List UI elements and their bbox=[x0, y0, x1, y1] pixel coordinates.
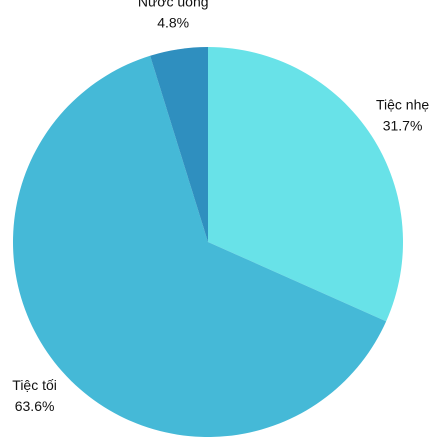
slice-value: 31.7% bbox=[383, 117, 423, 133]
slice-value: 63.6% bbox=[15, 398, 55, 414]
pie-slice bbox=[150, 47, 208, 242]
slice-label: Tiệc nhẹ bbox=[376, 96, 429, 112]
pie-slice bbox=[12, 55, 387, 437]
slice-value: 4.8% bbox=[157, 14, 189, 30]
slice-label: Tiệc tối bbox=[12, 377, 57, 393]
pie-slice bbox=[208, 47, 404, 322]
slice-label: Nước uống bbox=[138, 0, 209, 9]
